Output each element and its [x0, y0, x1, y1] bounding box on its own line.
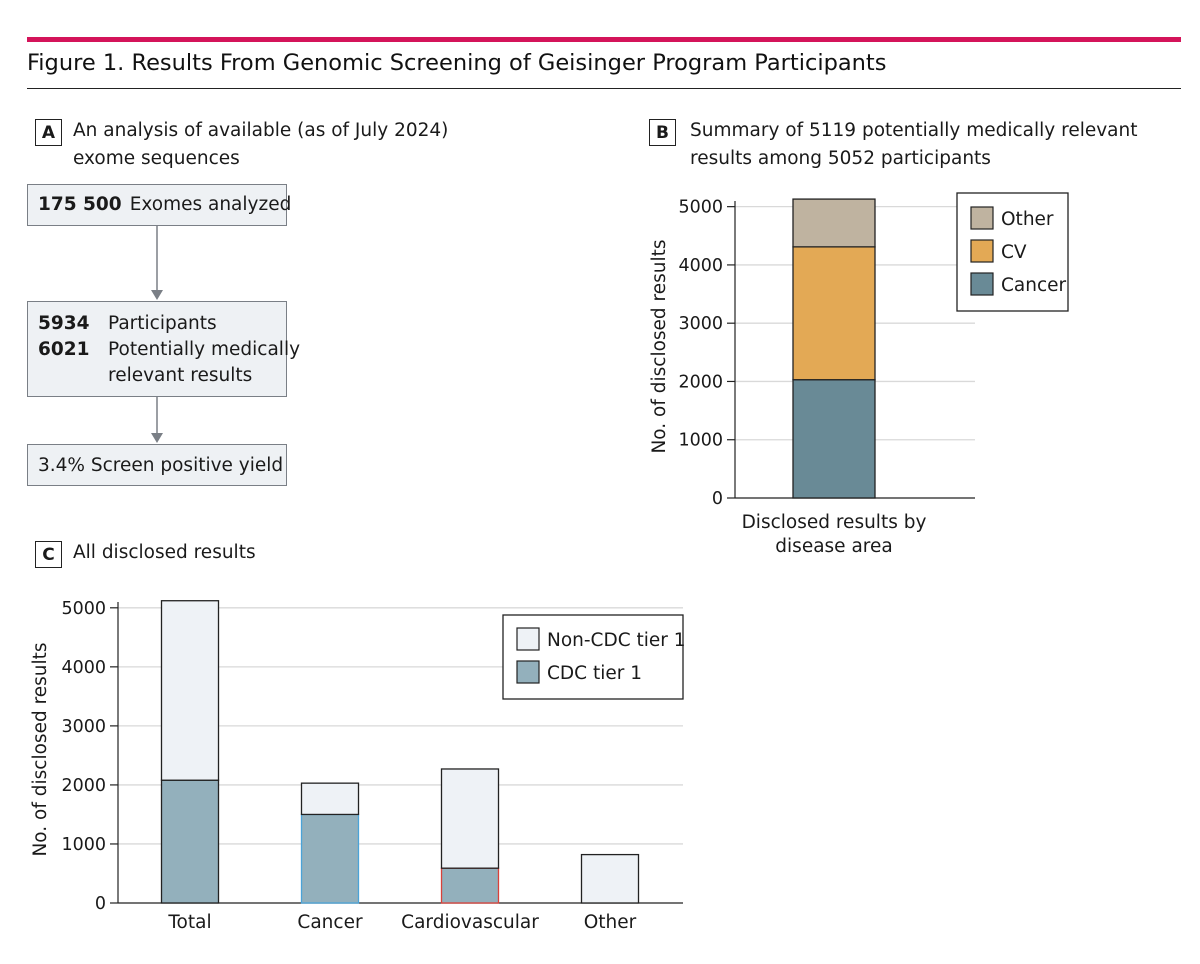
results-label-line-1: Potentially medically	[108, 339, 301, 360]
legend-label-other: Other	[1001, 209, 1054, 230]
y-tick-label-1000: 1000	[678, 431, 723, 451]
legend-swatch-other	[970, 206, 994, 230]
panel-b-caption: Summary of 5119 potentially medically re…	[690, 117, 1138, 173]
x-category-label-cardiovascular: Cardiovascular	[401, 912, 539, 933]
y-tick-label-5000: 5000	[678, 198, 723, 218]
y-tick-label-0: 0	[95, 894, 106, 914]
results-label-line-2: relevant results	[108, 365, 253, 386]
panel-b-caption-line-1: Summary of 5119 potentially medically re…	[690, 120, 1138, 141]
legend-swatch-cancer	[970, 272, 994, 296]
y-tick-label-1000: 1000	[61, 835, 106, 855]
panel-b-caption-line-2: results among 5052 participants	[690, 148, 991, 169]
panel-a-caption-line-1: An analysis of available (as of July 202…	[73, 120, 449, 141]
participants-label: Participants	[108, 313, 217, 334]
bar-total-non-cdc-tier-1	[160, 600, 220, 781]
title-rule	[27, 88, 1181, 89]
x-category-label-other: Other	[584, 912, 637, 933]
flow-box-participants: 5934 Participants 6021 Potentially medic…	[27, 301, 300, 397]
legend-label-cdc-tier-1: CDC tier 1	[547, 663, 642, 684]
participants-count: 5934	[38, 313, 90, 334]
flow-box-yield: 3.4% Screen positive yield	[27, 444, 287, 486]
legend-label-non-cdc-tier-1: Non-CDC tier 1	[547, 630, 686, 651]
y-tick-label-4000: 4000	[678, 256, 723, 276]
bar-other-non-cdc-tier-1	[580, 853, 640, 904]
flow-box-exomes: 175 500 Exomes analyzed	[27, 184, 291, 226]
yield-label: 3.4% Screen positive yield	[38, 454, 284, 476]
panel-a-caption: An analysis of available (as of July 202…	[73, 117, 448, 173]
panel-c-caption-line-1: All disclosed results	[73, 542, 256, 563]
figure-title: Figure 1. Results From Genomic Screening…	[27, 50, 887, 76]
flow-arrow-2-head	[151, 433, 163, 443]
flow-arrow-1-head	[151, 290, 163, 300]
y-tick-label-5000: 5000	[61, 599, 106, 619]
legend-label-cancer: Cancer	[1001, 275, 1067, 296]
x-category-label-cancer: Cancer	[297, 912, 363, 933]
panel-a-caption-line-2: exome sequences	[73, 148, 240, 169]
results-count: 6021	[38, 339, 90, 360]
x-category-label-total: Total	[167, 912, 211, 933]
y-tick-label-2000: 2000	[678, 372, 723, 392]
y-tick-label-0: 0	[712, 489, 723, 509]
legend-swatch-cdc-tier-1	[516, 660, 540, 684]
exomes-count: 175 500	[38, 194, 122, 215]
bar-cancer-cdc-tier-1	[300, 813, 360, 904]
x-category-label-line-2: disease area	[775, 536, 892, 557]
bar-total-cdc-tier-1	[160, 779, 220, 904]
title-accent-bar	[27, 37, 1181, 42]
y-tick-label-3000: 3000	[678, 314, 723, 334]
bar-disclosed-results-by-disease-area-cancer	[792, 379, 876, 499]
y-tick-label-2000: 2000	[61, 776, 106, 796]
bar-cancer-non-cdc-tier-1	[300, 782, 360, 816]
y-axis-label: No. of disclosed results	[649, 239, 670, 453]
bar-cardiovascular-non-cdc-tier-1	[440, 768, 500, 869]
legend-swatch-non-cdc-tier-1	[516, 627, 540, 651]
y-axis-label: No. of disclosed results	[30, 642, 51, 856]
exomes-label: Exomes analyzed	[129, 194, 292, 215]
bar-disclosed-results-by-disease-area-other	[792, 198, 876, 248]
panel-c-tag: C	[35, 541, 62, 568]
legend-swatch-cv	[970, 239, 994, 263]
bar-cardiovascular-cdc-tier-1	[440, 867, 500, 904]
y-tick-label-4000: 4000	[61, 658, 106, 678]
legend-label-cv: CV	[1001, 242, 1027, 263]
panel-b-tag: B	[649, 119, 676, 146]
x-category-label-line-1: Disclosed results by	[742, 512, 927, 533]
y-tick-label-3000: 3000	[61, 717, 106, 737]
panel-a-tag: A	[35, 119, 62, 146]
panel-c-caption: All disclosed results	[73, 539, 256, 567]
